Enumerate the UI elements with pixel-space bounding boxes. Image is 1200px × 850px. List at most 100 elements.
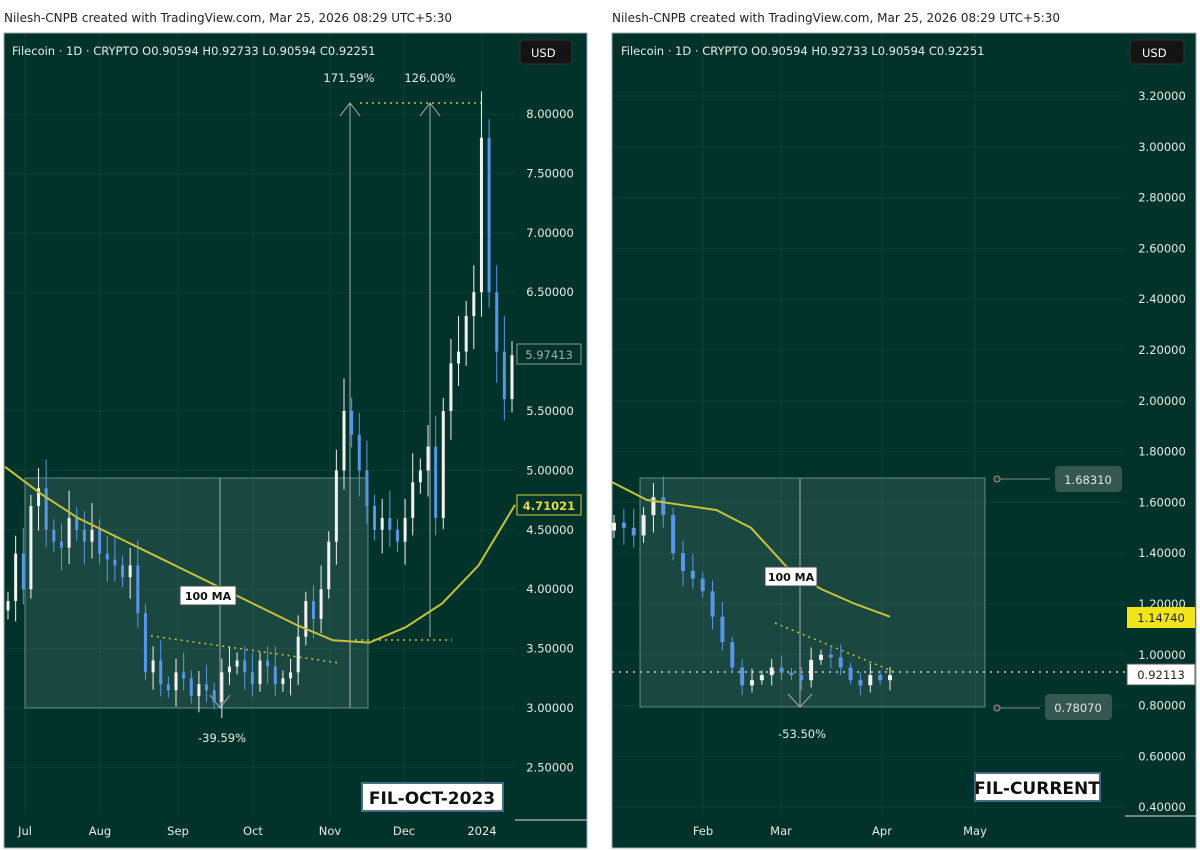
candle-body bbox=[661, 497, 666, 516]
candle-body bbox=[641, 515, 646, 536]
candle-body bbox=[612, 522, 616, 531]
chart-panel-right[interactable]: Nilesh-CNPB created with TradingView.com… bbox=[611, 11, 1197, 849]
candle-body bbox=[296, 636, 300, 673]
x-tick-label: Oct bbox=[243, 824, 263, 838]
candle-body bbox=[651, 497, 656, 516]
candle-body bbox=[189, 678, 193, 697]
candle-body bbox=[319, 589, 323, 619]
currency-button-label: USD bbox=[1142, 46, 1167, 60]
candle-body bbox=[388, 517, 392, 530]
measure-down-label: -39.59% bbox=[198, 731, 246, 745]
y-tick-label: 0.40000 bbox=[1138, 800, 1186, 814]
y-tick-label: 2.50000 bbox=[526, 760, 574, 774]
candle-body bbox=[44, 488, 48, 530]
candle-body bbox=[29, 506, 33, 590]
candle-body bbox=[472, 292, 476, 316]
chart-title: FIL-OCT-2023 bbox=[369, 789, 495, 809]
y-tick-label: 3.50000 bbox=[526, 642, 574, 656]
candles bbox=[6, 91, 514, 719]
y-tick-label: 6.50000 bbox=[526, 285, 574, 299]
candle-body bbox=[740, 667, 745, 686]
candle-body bbox=[182, 672, 186, 679]
grid bbox=[4, 34, 515, 815]
ma-price-tag bbox=[516, 494, 582, 516]
y-tick-label: 3.20000 bbox=[1138, 89, 1186, 103]
candle-body bbox=[357, 434, 361, 471]
box-low-tag bbox=[1045, 694, 1112, 720]
candle-body bbox=[37, 488, 41, 507]
candle-body bbox=[730, 642, 735, 668]
candle-body bbox=[479, 137, 483, 293]
candle-body bbox=[250, 672, 254, 685]
currency-button-label: USD bbox=[531, 46, 556, 60]
x-axis[interactable]: Feb Mar Apr May bbox=[693, 824, 987, 838]
arrow-up-icon bbox=[419, 102, 441, 117]
x-axis[interactable]: Jul Aug Sep Oct Nov Dec 2024 bbox=[17, 824, 497, 838]
candle-body bbox=[350, 411, 354, 435]
candle-body bbox=[789, 672, 794, 676]
candle-body bbox=[136, 565, 140, 613]
y-tick-label: 3.00000 bbox=[526, 701, 574, 715]
candle-body bbox=[327, 541, 331, 590]
chart-panel-left[interactable]: Nilesh-CNPB created with TradingView.com… bbox=[3, 11, 588, 849]
candle-body bbox=[75, 517, 79, 530]
symbol-legend: Filecoin · 1D · CRYPTO O0.90594 H0.92733… bbox=[621, 44, 985, 58]
measure-down-label: -53.50% bbox=[778, 727, 826, 741]
grid bbox=[612, 34, 1125, 815]
last-price-tag bbox=[516, 343, 582, 365]
candle-body bbox=[838, 657, 843, 668]
chart-title-box bbox=[974, 772, 1101, 802]
y-tick-label: 0.60000 bbox=[1138, 749, 1186, 763]
moving-average-line bbox=[4, 466, 516, 644]
box-high-handle[interactable] bbox=[993, 475, 1001, 483]
candle-body bbox=[681, 553, 685, 571]
currency-button[interactable] bbox=[1129, 39, 1185, 65]
y-tick-label: 4.00000 bbox=[526, 582, 574, 596]
candle-body bbox=[166, 684, 170, 691]
candle-body bbox=[502, 351, 506, 400]
candle-body bbox=[273, 666, 277, 685]
candle-body bbox=[799, 675, 804, 681]
measure-up-label-1: 171.59% bbox=[323, 71, 374, 85]
x-tick-label: Mar bbox=[770, 824, 792, 838]
candle-body bbox=[434, 446, 438, 518]
y-tick-label: 1.40000 bbox=[1138, 546, 1186, 560]
arrow-up-icon bbox=[339, 102, 361, 117]
candle-body bbox=[779, 667, 784, 673]
x-tick-label: Feb bbox=[693, 824, 713, 838]
y-axis[interactable]: 8.00000 7.50000 7.00000 6.50000 5.50000 5.000… bbox=[526, 107, 574, 774]
candle-body bbox=[235, 660, 239, 667]
y-tick-label: 2.20000 bbox=[1138, 343, 1186, 357]
y-tick-label: 0.80000 bbox=[1138, 699, 1186, 713]
candle-body bbox=[464, 315, 468, 352]
x-tick-label: May bbox=[963, 824, 987, 838]
candle-body bbox=[858, 680, 863, 686]
candle-body bbox=[365, 470, 369, 507]
y-tick-label: 3.00000 bbox=[1138, 140, 1186, 154]
trend-dotted-line bbox=[774, 622, 898, 674]
candle-body bbox=[411, 482, 415, 518]
y-tick-label: 2.80000 bbox=[1138, 191, 1186, 205]
ma-price-tag-text: 4.71021 bbox=[523, 499, 575, 513]
candle-body bbox=[690, 570, 695, 579]
candle-body bbox=[441, 411, 445, 518]
candle-body bbox=[90, 529, 94, 542]
candle-body bbox=[6, 601, 10, 611]
y-tick-label: 5.50000 bbox=[526, 404, 574, 418]
arrow-down-icon bbox=[787, 693, 813, 708]
candle-body bbox=[700, 578, 705, 592]
candle-body bbox=[304, 601, 308, 637]
box-low-handle[interactable] bbox=[993, 704, 1001, 712]
x-tick-label: 2024 bbox=[467, 824, 496, 838]
y-axis[interactable]: 3.20000 3.00000 2.80000 2.60000 2.40000 2.200… bbox=[1138, 89, 1186, 814]
candle-body bbox=[143, 612, 147, 673]
currency-button[interactable] bbox=[519, 39, 573, 65]
ma-price-tag bbox=[1127, 607, 1195, 628]
candle-body bbox=[128, 565, 132, 578]
candle-body bbox=[380, 517, 384, 530]
candle-body bbox=[403, 517, 407, 542]
box-high-tag bbox=[1055, 466, 1122, 492]
candle-body bbox=[426, 446, 430, 471]
ma-label-box bbox=[764, 566, 818, 587]
